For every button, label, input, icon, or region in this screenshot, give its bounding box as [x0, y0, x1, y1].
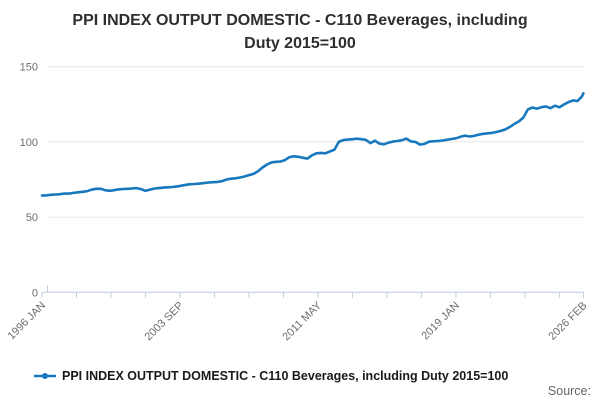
- x-axis-label: 2019 JAN: [419, 300, 462, 343]
- x-axis-label: 2011 MAY: [280, 299, 324, 343]
- legend-item[interactable]: PPI INDEX OUTPUT DOMESTIC - C110 Beverag…: [33, 368, 508, 383]
- source-label: Source:: [547, 384, 591, 398]
- chart-title: PPI INDEX OUTPUT DOMESTIC - C110 Beverag…: [0, 9, 600, 55]
- legend-label: PPI INDEX OUTPUT DOMESTIC - C110 Beverag…: [62, 368, 509, 383]
- y-axis-label: 150: [20, 62, 38, 74]
- chart-title-line-1: PPI INDEX OUTPUT DOMESTIC - C110 Beverag…: [72, 12, 528, 29]
- y-axis-label: 0: [32, 287, 38, 299]
- x-axis-label: 2026 FEB: [546, 300, 589, 343]
- y-axis-label: 50: [26, 212, 38, 224]
- chart-title-line-2: Duty 2015=100: [244, 35, 356, 52]
- series-line: [40, 92, 585, 197]
- y-axis-label: 100: [20, 137, 38, 149]
- x-axis-label: 1996 JAN: [5, 300, 48, 343]
- x-axis-label: 2003 SEP: [143, 300, 187, 344]
- legend-series-marker-icon: [34, 372, 56, 379]
